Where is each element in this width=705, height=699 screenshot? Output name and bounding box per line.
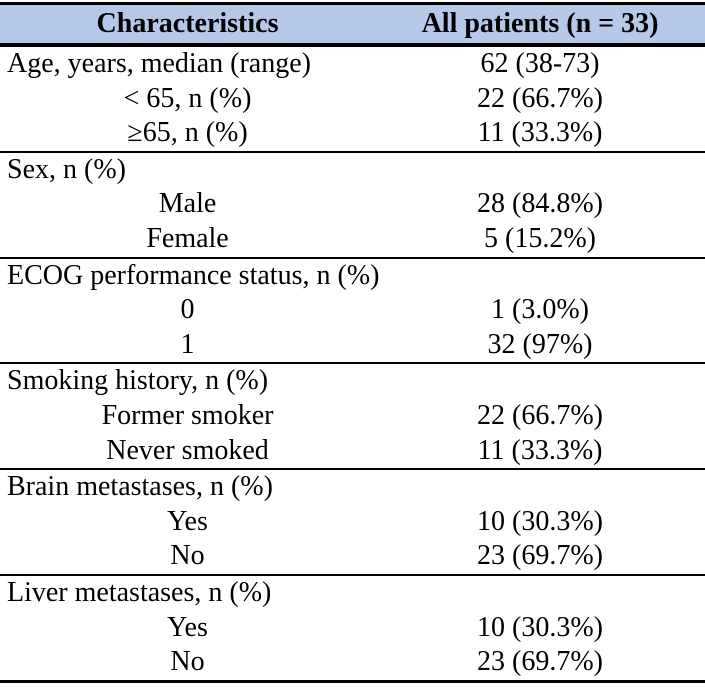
value-cell: 32 (97%) [487,328,593,360]
column-header-characteristics: Characteristics [96,8,279,39]
value-cell: 5 (15.2%) [484,222,596,254]
value-cell: 62 (38-73) [480,48,600,79]
characteristic-cell: ECOG performance status, n (%) [7,259,380,291]
table-row: Never smoked 11 (33.3%) [0,434,705,469]
value-cell: 10 (30.3%) [477,505,603,537]
value-cell: 22 (66.7%) [477,399,603,431]
table-row: Former smoker 22 (66.7%) [0,399,705,434]
characteristic-cell: Yes [167,505,208,537]
table-row: Yes 10 (30.3%) [0,505,705,540]
table-row: No 23 (69.7%) [0,539,705,574]
table-row: Sex, n (%) [0,153,705,188]
table-row: ≥65, n (%) 11 (33.3%) [0,116,705,151]
table-section: Age, years, median (range) 62 (38-73) < 65… [0,47,705,153]
table-row: Age, years, median (range) 62 (38-73) [0,47,705,82]
table-row: Brain metastases, n (%) [0,470,705,505]
characteristic-cell: 1 [180,328,195,360]
characteristic-cell: Sex, n (%) [7,153,126,185]
value-cell: 10 (30.3%) [477,611,603,643]
value-cell: 11 (33.3%) [477,434,603,466]
characteristic-cell: Never smoked [106,434,269,466]
table-section: Smoking history, n (%) Former smoker 22 (6… [0,364,705,471]
value-cell: 23 (69.7%) [477,646,603,678]
characteristic-cell: Yes [167,611,208,643]
table-row: Smoking history, n (%) [0,364,705,399]
table-section: Liver metastases, n (%) Yes 10 (30.3%) No 23… [0,576,705,683]
characteristic-cell: Liver metastases, n (%) [7,576,272,608]
characteristic-cell: Male [158,188,217,220]
column-header-all-patients: All patients (n = 33) [421,8,659,39]
value-cell: 28 (84.8%) [477,188,603,220]
value-cell: 11 (33.3%) [477,117,603,149]
table-section: ECOG performance status, n (%) 0 1 (3.0%) 1… [0,259,705,365]
table-section: Brain metastases, n (%) Yes 10 (30.3%) No 23… [0,470,705,576]
table-row: 1 32 (97%) [0,328,705,363]
characteristic-cell: Smoking history, n (%) [7,365,269,397]
table-row: Male 28 (84.8%) [0,187,705,222]
characteristic-cell: Age, years, median (range) [7,48,311,79]
table-row: Female 5 (15.2%) [0,222,705,257]
value-cell: 23 (69.7%) [477,540,603,572]
table-section: Sex, n (%) Male 28 (84.8%) Female 5 (15.2%) [0,153,705,259]
characteristic-cell: < 65, n (%) [123,82,252,114]
characteristic-cell: Female [146,222,229,254]
characteristic-cell: No [170,646,205,678]
table-row: ECOG performance status, n (%) [0,259,705,294]
table-row: < 65, n (%) 22 (66.7%) [0,82,705,117]
characteristic-cell: Former smoker [101,399,274,431]
table-body: Age, years, median (range) 62 (38-73) < 65… [0,47,705,683]
table-row: 0 1 (3.0%) [0,293,705,328]
characteristic-cell: No [170,540,205,572]
characteristic-cell: 0 [180,294,195,326]
value-cell: 1 (3.0%) [491,294,589,326]
characteristic-cell: ≥65, n (%) [127,117,248,149]
table-row: Yes 10 (30.3%) [0,611,705,646]
table-row: Liver metastases, n (%) [0,576,705,611]
patient-characteristics-table: Characteristics All patients (n = 33) Ag… [0,2,705,683]
table-row: No 23 (69.7%) [0,645,705,680]
table-header-row: Characteristics All patients (n = 33) [0,5,705,47]
characteristic-cell: Brain metastases, n (%) [7,471,273,503]
value-cell: 22 (66.7%) [477,82,603,114]
